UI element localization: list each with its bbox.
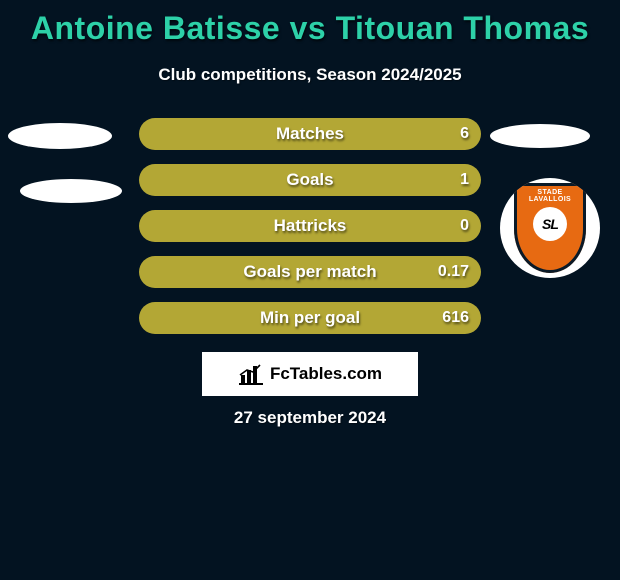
date-line: 27 september 2024 [0,408,620,428]
stat-label: Min per goal [260,308,360,328]
club-badge: STADE LAVALLOIS SL [500,178,600,278]
stat-label: Goals per match [243,262,376,282]
stat-row: Min per goal 616 [0,302,620,334]
fctables-box: FcTables.com [202,352,418,396]
fctables-inner: FcTables.com [202,352,418,396]
stat-value-right: 0 [460,217,469,235]
stat-label: Hattricks [274,216,347,236]
stat-value-right: 1 [460,171,469,189]
page-root: Antoine Batisse vs Titouan Thomas Club c… [0,0,620,580]
bar-chart-icon [238,363,264,385]
stat-bar: Goals [139,164,481,196]
stat-bar: Goals per match [139,256,481,288]
decor-ellipse [20,179,122,203]
stat-bar: Min per goal [139,302,481,334]
stat-label: Matches [276,124,344,144]
club-center-dot: SL [533,207,567,241]
club-shield: STADE LAVALLOIS SL [514,183,586,273]
stat-label: Goals [286,170,333,190]
stat-bar: Hattricks [139,210,481,242]
page-subtitle: Club competitions, Season 2024/2025 [0,65,620,85]
stat-value-right: 0.17 [438,263,469,281]
club-text-line2: LAVALLOIS [529,196,571,203]
decor-ellipse [8,123,112,149]
fctables-label: FcTables.com [270,364,382,384]
club-text-line1: STADE [537,189,562,196]
stat-bar: Matches [139,118,481,150]
stat-value-right: 616 [442,309,469,327]
stat-value-right: 6 [460,125,469,143]
page-title: Antoine Batisse vs Titouan Thomas [0,0,620,47]
club-center-text: SL [542,216,558,232]
decor-ellipse [490,124,590,148]
